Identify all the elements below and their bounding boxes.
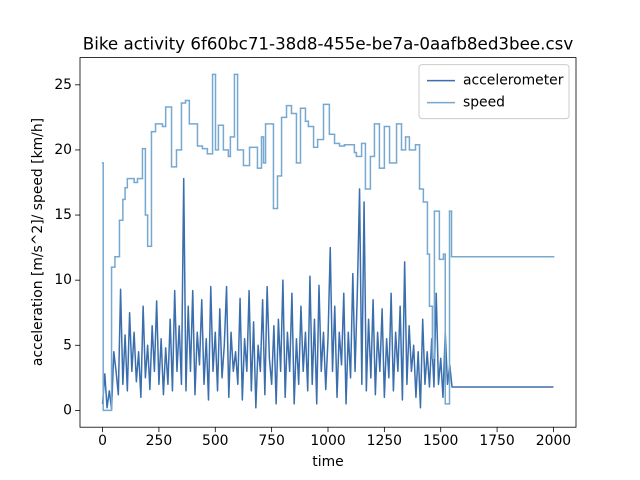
axes-frame xyxy=(79,57,577,428)
x-tick-label: 1250 xyxy=(367,433,402,449)
x-tick-label: 250 xyxy=(146,433,173,449)
x-axis-label: time xyxy=(312,454,343,470)
legend-label: accelerometer xyxy=(463,73,564,89)
x-tick-label: 2000 xyxy=(536,433,571,449)
y-tick-label: 25 xyxy=(54,77,72,93)
y-tick-label: 5 xyxy=(63,337,72,353)
x-tick-label: 1750 xyxy=(479,433,514,449)
y-tick-label: 15 xyxy=(54,207,72,223)
y-tick-label: 10 xyxy=(54,272,72,288)
y-axis-label: acceleration [m/s^2]/ speed [km/h] xyxy=(30,118,46,366)
x-tick-label: 1000 xyxy=(310,433,345,449)
series-line xyxy=(101,177,554,410)
x-tick-label: 1500 xyxy=(423,433,458,449)
legend-box xyxy=(418,64,570,120)
legend-label: speed xyxy=(463,95,505,111)
x-tick-label: 750 xyxy=(258,433,285,449)
y-tick-label: 20 xyxy=(54,142,72,158)
x-tick-label: 500 xyxy=(202,433,229,449)
x-tick-label: 0 xyxy=(98,433,107,449)
y-tick-label: 0 xyxy=(63,402,72,418)
chart-title: Bike activity 6f60bc71-38d8-455e-be7a-0a… xyxy=(83,34,574,54)
step-line xyxy=(101,73,555,412)
